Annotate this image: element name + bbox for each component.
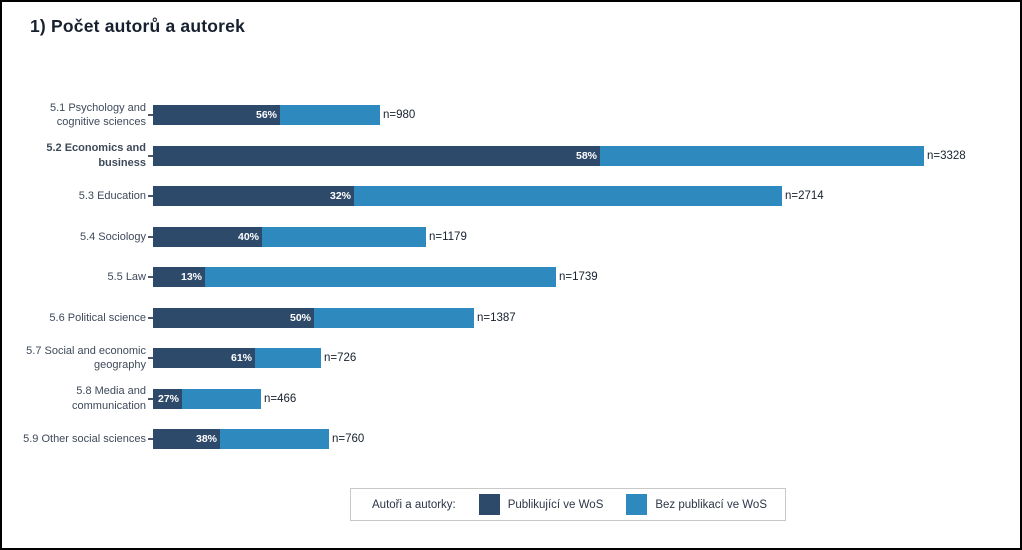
bar-segment-unpublished <box>205 267 556 288</box>
bar-segment-published: 61% <box>153 348 255 369</box>
published-percent-label: 38% <box>195 433 217 446</box>
stacked-bar: 61% <box>153 348 321 369</box>
axis-tick <box>148 397 153 400</box>
published-percent-label: 40% <box>237 230 259 243</box>
published-percent-label: 56% <box>255 109 277 122</box>
stacked-bar: 50% <box>153 307 474 328</box>
axis-tick <box>148 195 153 198</box>
bar-segment-published: 58% <box>153 145 600 166</box>
axis-tick <box>148 357 153 360</box>
stacked-bar: 38% <box>153 429 329 450</box>
chart-row: 5.4 Sociology 40% n=1179 <box>2 217 1020 258</box>
bar-segment-unpublished <box>314 307 474 328</box>
chart-row: 5.1 Psychology and cognitive sciences 56%… <box>2 95 1020 136</box>
bar-segment-unpublished <box>600 145 924 166</box>
category-label: 5.1 Psychology and cognitive sciences <box>49 101 146 129</box>
bar-segment-published: 32% <box>153 186 354 207</box>
total-n-label: n=466 <box>264 392 297 405</box>
total-n-label: n=726 <box>324 352 357 365</box>
total-n-label: n=760 <box>332 433 365 446</box>
bar-segment-unpublished <box>354 186 782 207</box>
page-title: 1) Počet autorů a autorek <box>30 16 246 36</box>
legend-item-unpublished[interactable]: Bez publikací ve WoS <box>626 494 767 515</box>
legend-label-unpublished: Bez publikací ve WoS <box>655 498 767 511</box>
category-label: 5.2 Economics and business <box>46 142 146 169</box>
published-percent-label: 61% <box>230 352 252 365</box>
chart-row: 5.5 Law 13% n=1739 <box>2 257 1020 298</box>
total-n-label: n=1387 <box>477 311 516 324</box>
category-label: 5.8 Media and communication <box>72 385 146 412</box>
legend-swatch-published <box>478 494 500 515</box>
stacked-bar: 32% <box>153 186 782 207</box>
published-percent-label: 50% <box>289 311 311 324</box>
published-percent-label: 32% <box>329 190 351 203</box>
stacked-bar: 40% <box>153 226 426 247</box>
stacked-bar: 13% <box>153 267 556 288</box>
stacked-bar: 56% <box>153 105 380 126</box>
category-label: 5.3 Education <box>78 190 146 203</box>
stacked-bar: 58% <box>153 145 924 166</box>
category-label: 5.4 Sociology <box>79 230 146 243</box>
axis-tick <box>148 114 153 117</box>
chart-row: 5.3 Education 32% n=2714 <box>2 176 1020 217</box>
bar-segment-unpublished <box>220 429 329 450</box>
category-label: 5.7 Social and economic geography <box>26 344 146 372</box>
total-n-label: n=1739 <box>559 271 598 284</box>
total-n-label: n=1179 <box>429 230 467 243</box>
chart-row: 5.9 Other social sciences 38% n=760 <box>2 419 1020 460</box>
category-label: 5.5 Law <box>107 271 146 284</box>
axis-tick <box>148 276 153 279</box>
axis-tick <box>148 154 153 157</box>
published-percent-label: 13% <box>180 271 202 284</box>
legend: Autoři a autorky: Publikující ve WoS Bez… <box>350 488 786 521</box>
legend-label-published: Publikující ve WoS <box>507 498 604 511</box>
bar-segment-unpublished <box>280 105 380 126</box>
bar-segment-published: 38% <box>153 429 220 450</box>
total-n-label: n=3328 <box>927 149 966 162</box>
axis-tick <box>148 316 153 319</box>
legend-title: Autoři a autorky: <box>372 498 456 511</box>
bar-segment-published: 40% <box>153 226 262 247</box>
published-percent-label: 27% <box>157 392 179 405</box>
bar-segment-unpublished <box>262 226 426 247</box>
stacked-bar-chart: 5.1 Psychology and cognitive sciences 56%… <box>2 95 1020 460</box>
bar-segment-published: 50% <box>153 307 314 328</box>
total-n-label: n=2714 <box>785 190 824 203</box>
bar-segment-published: 27% <box>153 388 182 409</box>
chart-row: 5.7 Social and economic geography 61% n=72… <box>2 338 1020 379</box>
chart-row: 5.6 Political science 50% n=1387 <box>2 298 1020 339</box>
bar-segment-published: 56% <box>153 105 280 126</box>
stacked-bar: 27% <box>153 388 261 409</box>
legend-swatch-unpublished <box>626 494 648 515</box>
chart-row: 5.2 Economics and business 58% n=3328 <box>2 136 1020 177</box>
published-percent-label: 58% <box>575 149 597 162</box>
axis-tick <box>148 438 153 441</box>
bar-segment-unpublished <box>255 348 321 369</box>
bar-segment-unpublished <box>182 388 261 409</box>
axis-tick <box>148 235 153 238</box>
legend-item-published[interactable]: Publikující ve WoS <box>478 494 604 515</box>
bar-segment-published: 13% <box>153 267 205 288</box>
category-label: 5.9 Other social sciences <box>23 433 146 446</box>
total-n-label: n=980 <box>383 109 416 122</box>
category-label: 5.6 Political science <box>49 311 146 324</box>
chart-row: 5.8 Media and communication 27% n=466 <box>2 379 1020 420</box>
